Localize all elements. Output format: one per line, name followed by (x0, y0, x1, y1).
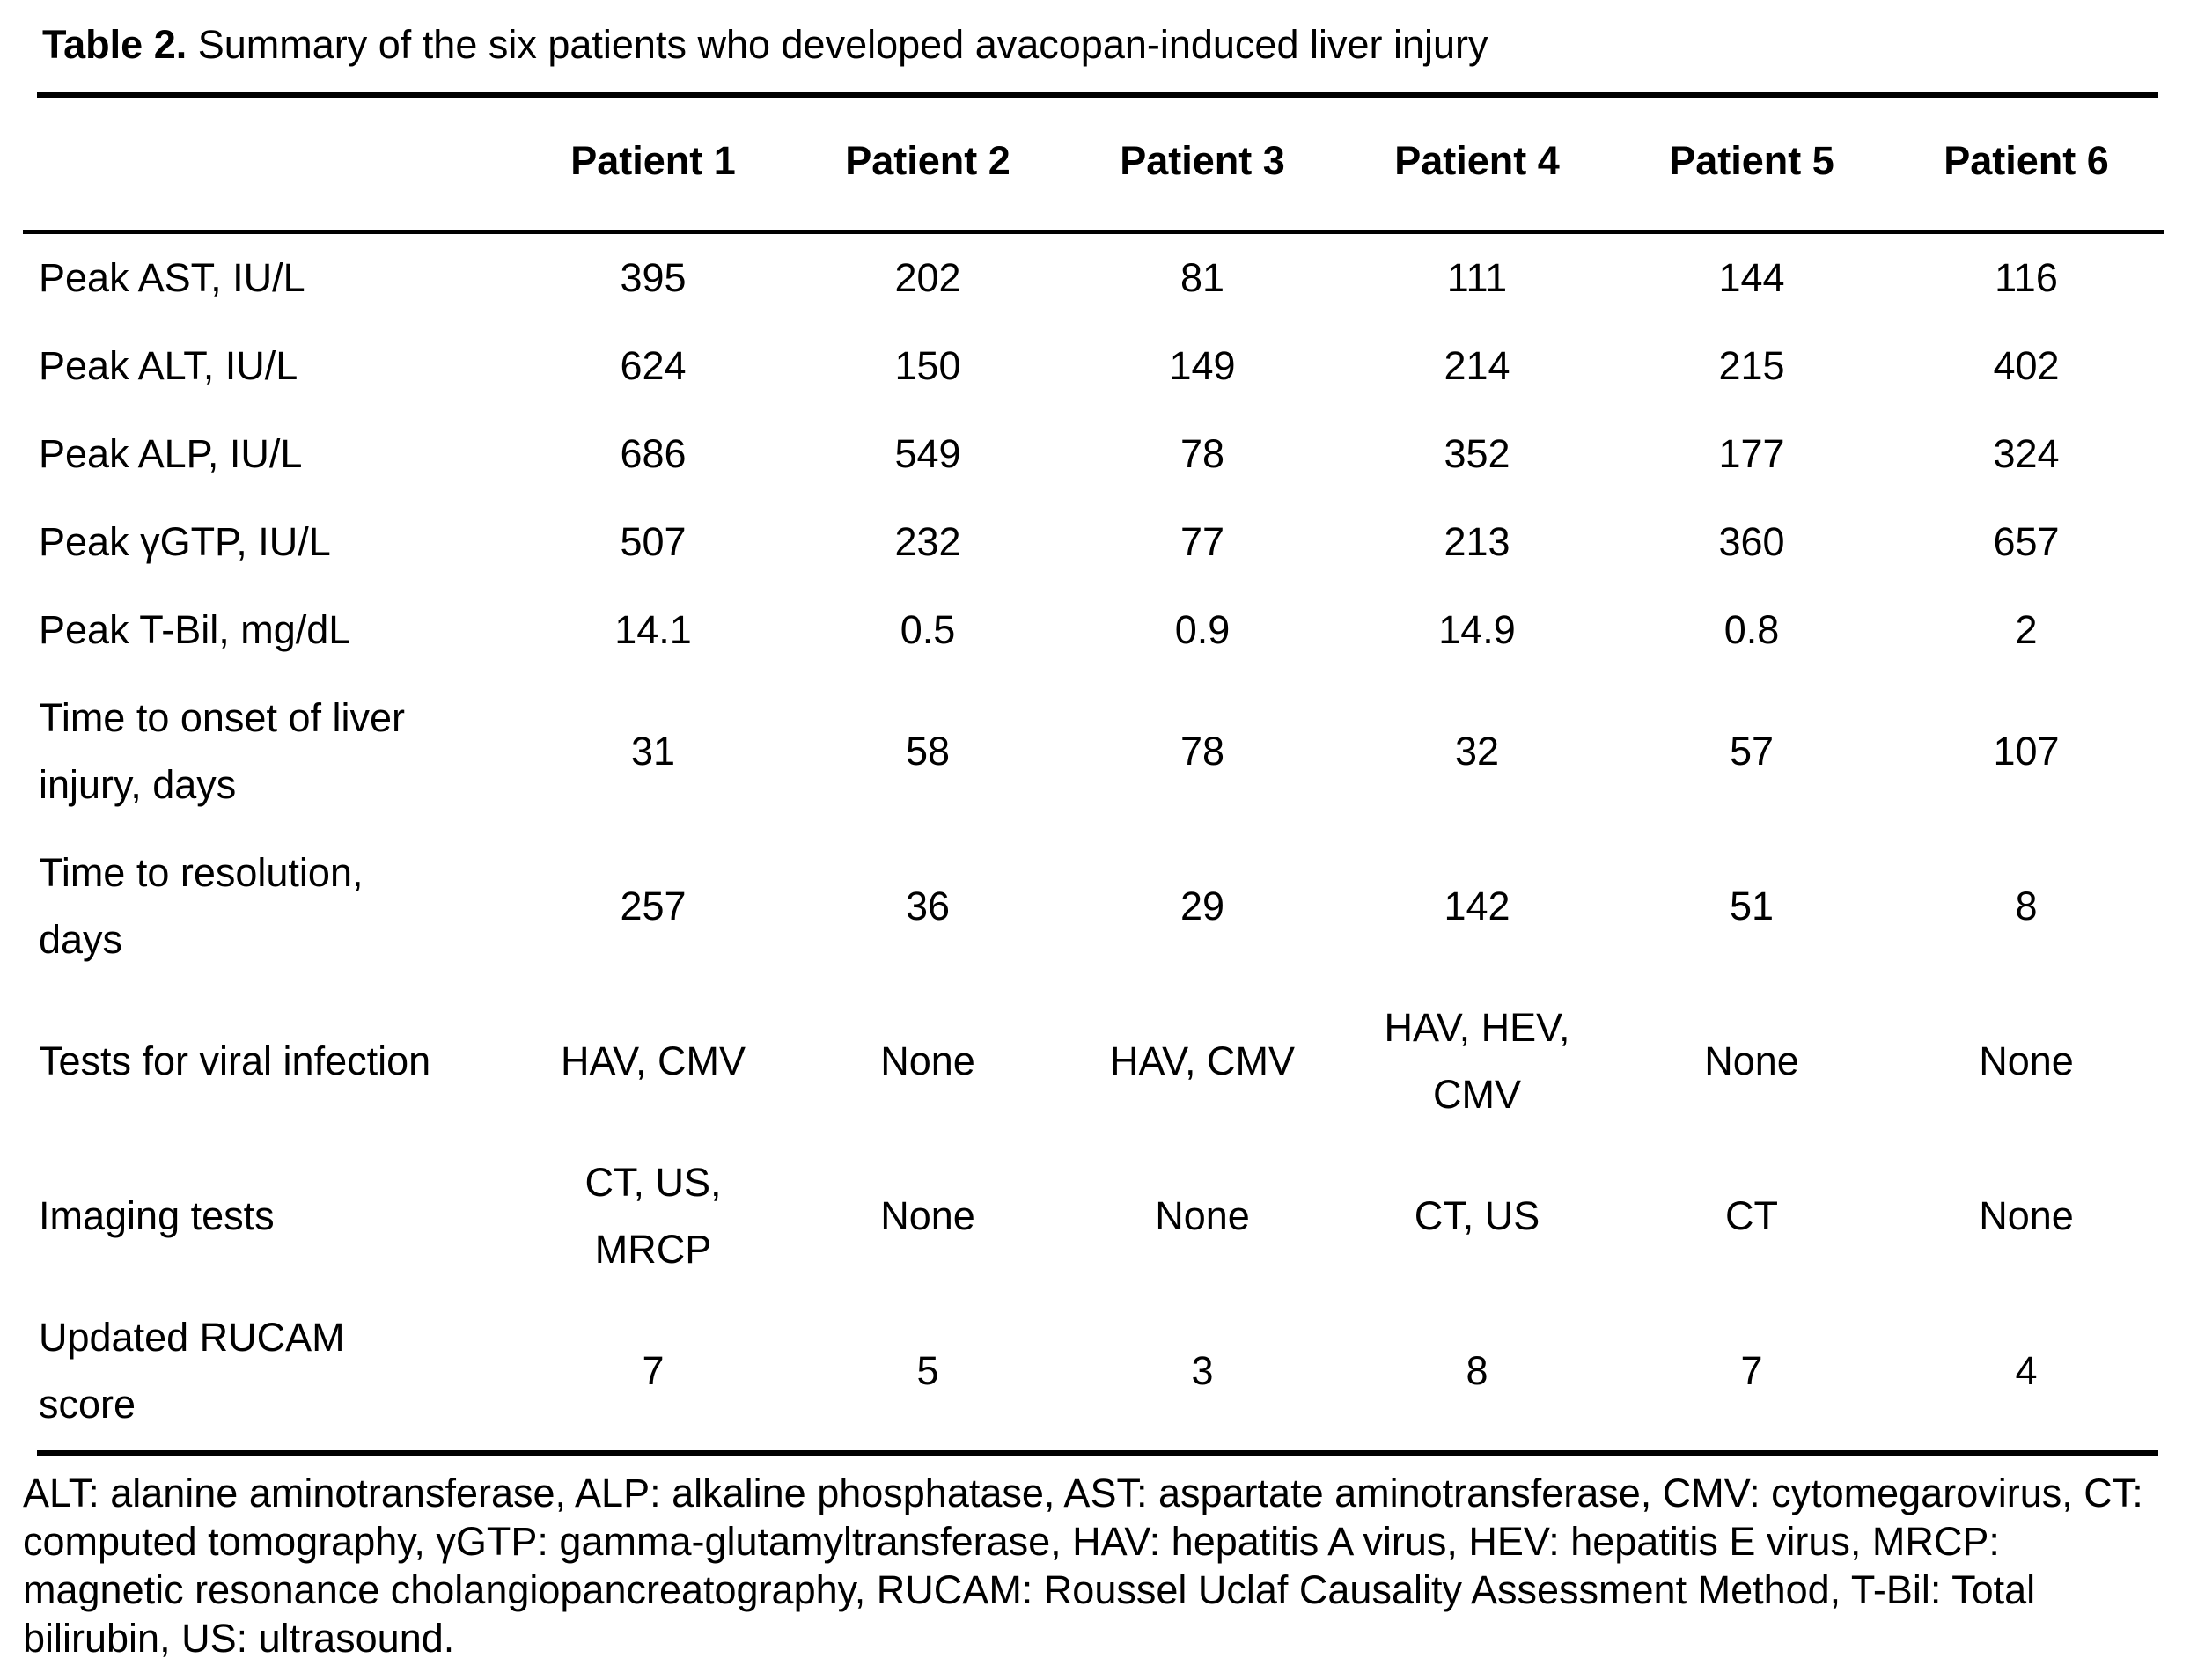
table-cell: None (1979, 1193, 2074, 1238)
row-label: Peak ALP, IU/L (39, 431, 303, 476)
table-cell: 77 (1180, 519, 1225, 564)
table-cell: 8 (1466, 1348, 1488, 1393)
table-cell: CT, US, MRCP (584, 1160, 722, 1272)
table-row: Imaging tests CT, US, MRCP None None CT, US C… (23, 1139, 2164, 1294)
patients-table: Patient 1 Patient 2 Patient 3 Patient 4 Pati… (23, 98, 2164, 1449)
table-cell: 2 (2015, 607, 2038, 652)
column-header-patient-3: Patient 3 (1065, 98, 1340, 234)
table-cell: 4 (2015, 1348, 2038, 1393)
table-cell: CT (1725, 1193, 1778, 1238)
table-cell: 395 (620, 255, 687, 300)
table-caption: Summary of the six patients who develope… (187, 22, 1488, 67)
table-cell: 58 (905, 729, 951, 774)
table-cell: 142 (1444, 884, 1510, 928)
bottom-rule (37, 1450, 2158, 1456)
table-cell: 3 (1191, 1348, 1214, 1393)
row-label: Peak T-Bil, mg/dL (39, 607, 351, 652)
table-cell: None (1155, 1193, 1250, 1238)
column-header-patient-1: Patient 1 (516, 98, 790, 234)
table-cell: 107 (1993, 729, 2060, 774)
table-row: Peak AST, IU/L 395 202 81 111 144 116 (23, 232, 2164, 323)
row-label: Time to onset of liver injury, days (39, 695, 405, 807)
abbreviations-footnote: ALT: alanine aminotransferase, ALP: alka… (23, 1471, 2143, 1661)
table-cell: 14.9 (1438, 607, 1516, 652)
table-cell: 177 (1718, 431, 1785, 476)
table-cell: 31 (630, 729, 676, 774)
table-cell: 78 (1180, 431, 1225, 476)
table-cell: None (880, 1193, 975, 1238)
table-cell: 0.9 (1174, 607, 1231, 652)
row-label: Peak γGTP, IU/L (39, 519, 331, 564)
table-cell: CT, US (1414, 1193, 1540, 1238)
table-cell: HAV, HEV, CMV (1384, 1005, 1570, 1117)
row-label: Tests for viral infection (39, 1038, 431, 1083)
table-cell: 149 (1169, 343, 1236, 388)
table-cell: 81 (1180, 255, 1225, 300)
table-cell: 202 (894, 255, 961, 300)
table-cell: 57 (1729, 729, 1775, 774)
table-cell: 549 (894, 431, 961, 476)
table-cell: 5 (916, 1348, 939, 1393)
table-number-label: Table 2. (42, 22, 187, 67)
table-row: Peak γGTP, IU/L 507 232 77 213 360 657 (23, 498, 2164, 586)
table-cell: HAV, CMV (560, 1038, 746, 1083)
row-label: Time to resolution, days (39, 850, 364, 962)
table-cell: 14.1 (614, 607, 692, 652)
table-cell: 0.5 (900, 607, 956, 652)
column-header-patient-6: Patient 6 (1889, 98, 2164, 234)
column-header-patient-2: Patient 2 (790, 98, 1065, 234)
table-cell: None (1979, 1038, 2074, 1083)
top-rule (37, 92, 2158, 98)
table-cell: 324 (1993, 431, 2060, 476)
table-cell: 32 (1454, 729, 1500, 774)
table-cell: 116 (1995, 255, 2058, 300)
table-cell: 7 (1740, 1348, 1763, 1393)
table-cell: 624 (620, 343, 687, 388)
table-body: Peak AST, IU/L 395 202 81 111 144 116 Peak ALT,… (23, 232, 2164, 1449)
table-cell: 0.8 (1723, 607, 1780, 652)
table-row: Time to onset of liver injury, days 31 58 7… (23, 674, 2164, 829)
table-cell: 78 (1180, 729, 1225, 774)
row-label: Imaging tests (39, 1193, 275, 1238)
table-cell: 215 (1718, 343, 1785, 388)
row-label: Peak AST, IU/L (39, 255, 305, 300)
table-cell: 29 (1180, 884, 1225, 928)
table-cell: 657 (1993, 519, 2060, 564)
table-cell: 7 (642, 1348, 665, 1393)
table-cell: 257 (620, 884, 687, 928)
table-cell: 507 (620, 519, 687, 564)
table-cell: 232 (894, 519, 961, 564)
table-cell: 360 (1718, 519, 1785, 564)
table-title: Table 2. Summary of the six patients who… (42, 21, 2164, 69)
table-row: Time to resolution, days 257 36 29 142 51 8 (23, 829, 2164, 984)
table-cell: 8 (2015, 884, 2038, 928)
table-cell: 213 (1444, 519, 1510, 564)
column-header-patient-5: Patient 5 (1614, 98, 1889, 234)
table-cell: 214 (1444, 343, 1510, 388)
table-cell: 51 (1729, 884, 1775, 928)
row-label: Updated RUCAM score (39, 1315, 345, 1427)
column-header-patient-4: Patient 4 (1340, 98, 1614, 234)
table-cell: 111 (1446, 255, 1508, 300)
table-cell: 352 (1444, 431, 1510, 476)
table-cell: None (1704, 1038, 1799, 1083)
table-cell: 150 (894, 343, 961, 388)
table-row: Peak T-Bil, mg/dL 14.1 0.5 0.9 14.9 0.8 2 (23, 586, 2164, 674)
table-row: Tests for viral infection HAV, CMV None HAV… (23, 984, 2164, 1139)
table-header-row: Patient 1 Patient 2 Patient 3 Patient 4 Pati… (23, 98, 2164, 234)
table-cell: 686 (620, 431, 687, 476)
table-cell: 402 (1993, 343, 2060, 388)
table-cell: HAV, CMV (1109, 1038, 1296, 1083)
row-label: Peak ALT, IU/L (39, 343, 298, 388)
table-cell: None (880, 1038, 975, 1083)
table-cell: 144 (1718, 255, 1785, 300)
table-row: Peak ALT, IU/L 624 150 149 214 215 402 (23, 322, 2164, 410)
corner-cell (23, 98, 516, 234)
table-row: Peak ALP, IU/L 686 549 78 352 177 324 (23, 410, 2164, 498)
table-head: Patient 1 Patient 2 Patient 3 Patient 4 Pati… (23, 98, 2164, 234)
table-row: Updated RUCAM score 7 5 3 8 7 4 (23, 1294, 2164, 1449)
table-cell: 36 (905, 884, 951, 928)
